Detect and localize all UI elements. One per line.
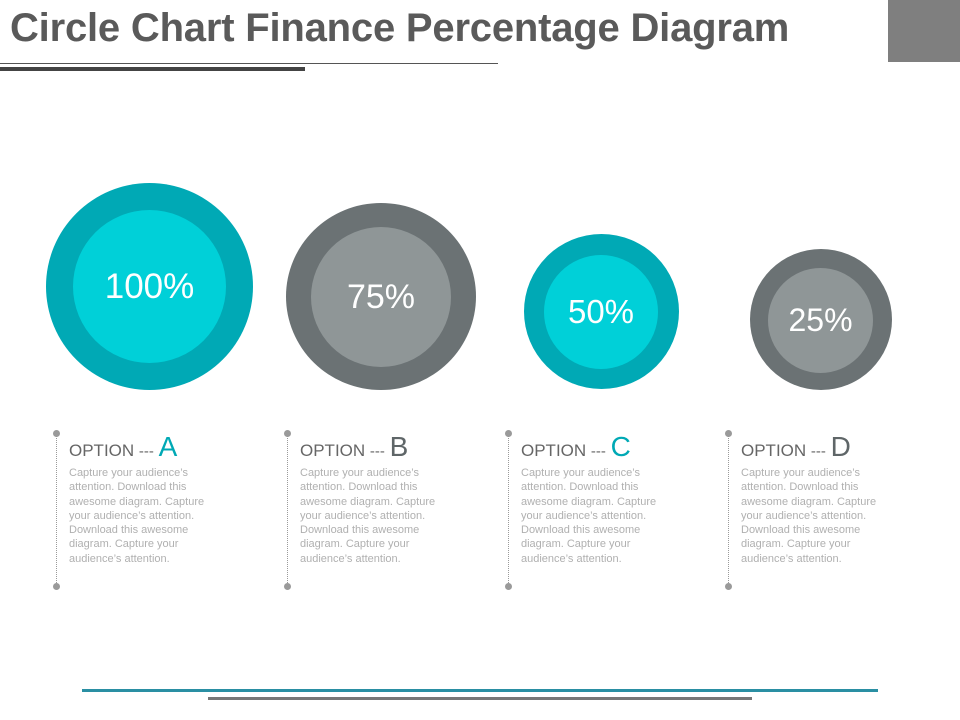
option-c-label: OPTION <box>521 441 587 460</box>
option-b-description: Capture your audience’s attention. Downl… <box>300 467 436 565</box>
percentage-value-c: 50% <box>567 293 635 330</box>
option-b-letter: B <box>389 431 409 462</box>
percentage-circle-d-inner: 25% <box>768 268 873 373</box>
corner-decoration <box>888 0 960 62</box>
option-d-rail <box>728 433 729 585</box>
option-b-heading: OPTION --- B <box>300 430 500 464</box>
option-c-dot-top <box>505 430 512 437</box>
page-title: Circle Chart Finance Percentage Diagram <box>10 6 790 50</box>
option-b: OPTION --- B Capture your audience’s att… <box>284 430 500 590</box>
option-a: OPTION --- A Capture your audience’s att… <box>53 430 269 590</box>
option-a-description: Capture your audience’s attention. Downl… <box>69 467 205 565</box>
percentage-value-d: 25% <box>788 302 853 338</box>
option-c-separator: --- <box>590 443 606 460</box>
option-d: OPTION --- D Capture your audience’s att… <box>725 430 941 590</box>
option-d-separator: --- <box>810 443 826 460</box>
option-a-label: OPTION <box>69 441 135 460</box>
option-b-dot-bottom <box>284 583 291 590</box>
option-c-letter: C <box>610 431 631 462</box>
footer-line-teal <box>82 689 878 692</box>
option-c-rail <box>508 433 509 585</box>
option-c-dot-bottom <box>505 583 512 590</box>
footer-line-gray <box>208 697 752 700</box>
option-b-separator: --- <box>369 443 385 460</box>
percentage-value-b: 75% <box>346 277 416 316</box>
option-a-letter: A <box>158 431 178 462</box>
option-a-heading: OPTION --- A <box>69 430 269 464</box>
option-b-dot-top <box>284 430 291 437</box>
option-a-separator: --- <box>138 443 154 460</box>
percentage-value-a: 100% <box>104 266 195 306</box>
option-d-label: OPTION <box>741 441 807 460</box>
percentage-circle-d: 25% <box>750 249 892 390</box>
option-d-description: Capture your audience’s attention. Downl… <box>741 467 877 565</box>
option-a-dot-bottom <box>53 583 60 590</box>
option-d-dot-bottom <box>725 583 732 590</box>
option-a-dot-top <box>53 430 60 437</box>
option-c-heading: OPTION --- C <box>521 430 721 464</box>
option-d-letter: D <box>830 431 851 462</box>
percentage-circle-a: 100% <box>46 183 253 390</box>
option-c: OPTION --- C Capture your audience’s att… <box>505 430 721 590</box>
percentage-circle-b: 75% <box>286 203 476 390</box>
option-d-heading: OPTION --- D <box>741 430 941 464</box>
option-d-dot-top <box>725 430 732 437</box>
option-c-description: Capture your audience’s attention. Downl… <box>521 467 657 565</box>
percentage-circle-b-inner: 75% <box>311 227 451 367</box>
title-underline-thick <box>0 67 305 71</box>
option-b-rail <box>287 433 288 585</box>
option-a-rail <box>56 433 57 585</box>
percentage-circle-c: 50% <box>524 234 679 389</box>
title-underline-thin <box>0 63 498 64</box>
percentage-circle-c-inner: 50% <box>544 255 658 369</box>
percentage-circle-a-inner: 100% <box>73 210 226 363</box>
option-b-label: OPTION <box>300 441 366 460</box>
